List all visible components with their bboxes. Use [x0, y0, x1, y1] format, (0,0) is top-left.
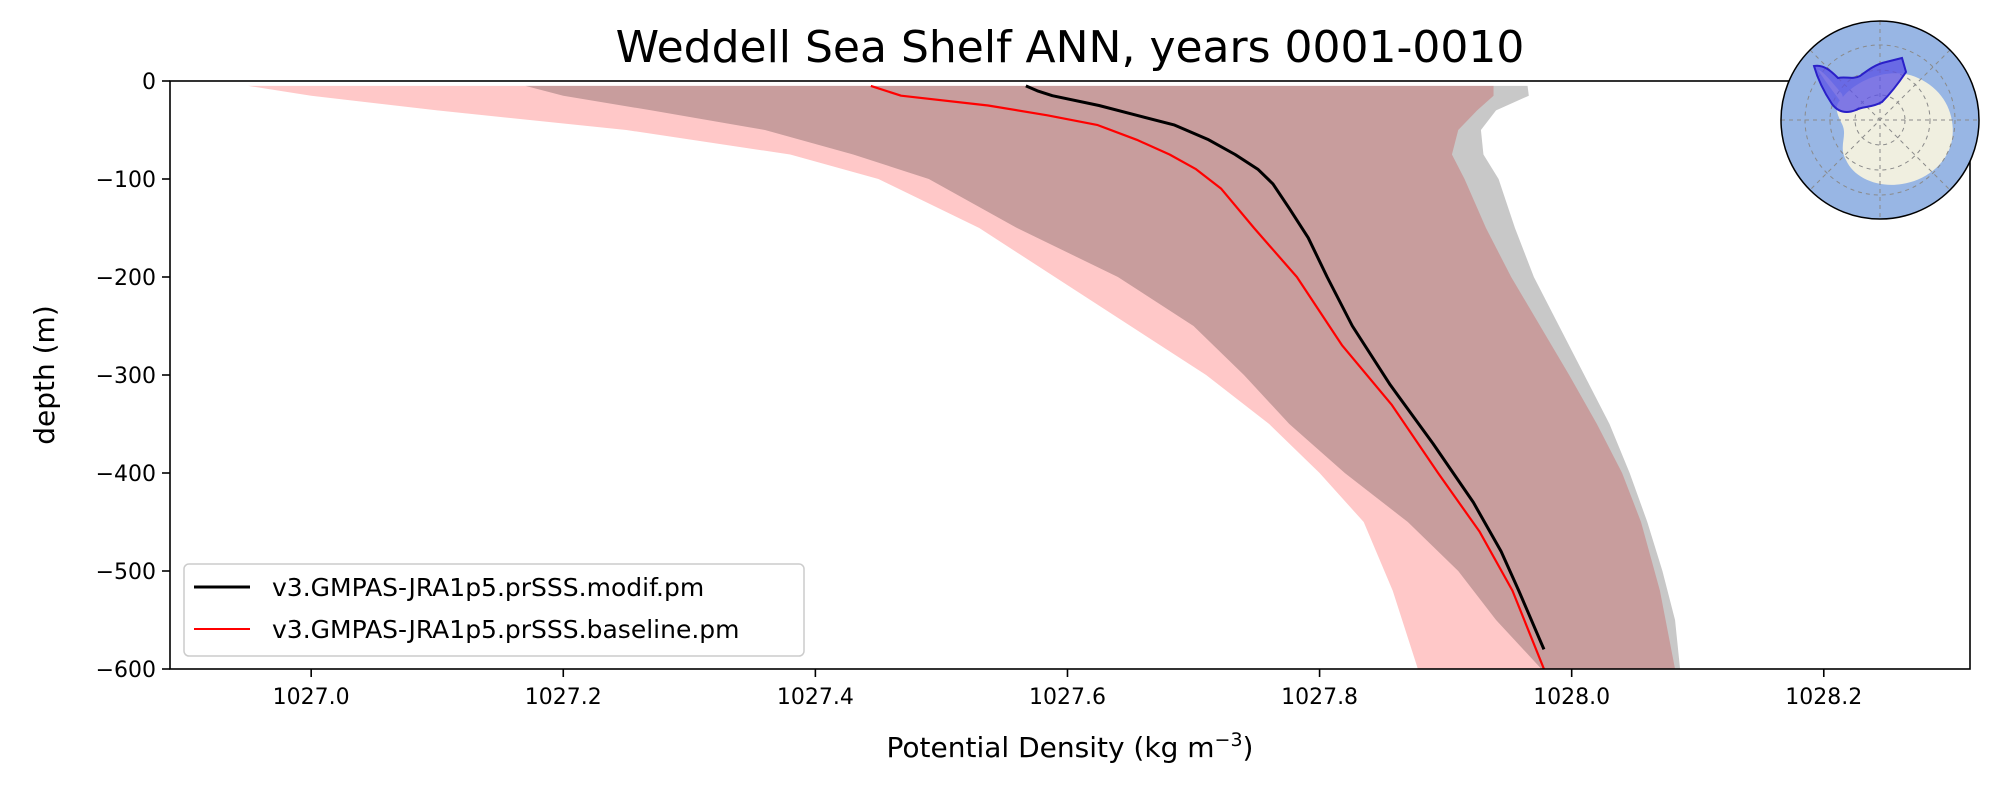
y-tick-label: −600: [96, 658, 156, 683]
x-tick-label: 1027.6: [1029, 685, 1106, 710]
bands-layer: [248, 85, 1681, 669]
chart-title: Weddell Sea Shelf ANN, years 0001-0010: [616, 22, 1525, 73]
x-axis-label-close: ): [1243, 731, 1254, 764]
y-tick-label: −300: [96, 364, 156, 389]
x-tick-label: 1027.8: [1281, 685, 1358, 710]
y-axis-label: depth (m): [28, 305, 61, 445]
x-axis-label-main: Potential Density (kg m: [887, 731, 1215, 764]
y-tick-label: −400: [96, 462, 156, 487]
region-map-inset: [1780, 20, 1980, 220]
series-line-baseline: [870, 84, 1545, 670]
y-tick-label: −500: [96, 560, 156, 585]
y-tick-label: −100: [96, 168, 156, 193]
x-tick-label: 1027.0: [273, 685, 350, 710]
legend-box: [183, 563, 805, 657]
x-axis-label: Potential Density (kg m−3): [887, 729, 1254, 764]
x-tick-label: 1027.4: [777, 685, 854, 710]
x-tick-label: 1028.0: [1533, 685, 1610, 710]
x-tick-label: 1028.2: [1785, 685, 1862, 710]
x-tick-label: 1027.2: [525, 685, 602, 710]
lines-layer: [870, 84, 1546, 670]
y-tick-label: −200: [96, 266, 156, 291]
ticks-layer: 1027.0 1027.2 1027.4 1027.6 1027.8 1028.0 1028…: [96, 70, 1863, 710]
x-axis-label-exponent: −3: [1215, 729, 1243, 751]
y-tick-label: 0: [142, 70, 156, 95]
band-modif-range: [525, 85, 1681, 669]
series-line-modif: [1025, 84, 1546, 650]
legend-label-baseline: v3.GMPAS-JRA1p5.prSSS.baseline.pm: [272, 615, 740, 644]
map-border: [1780, 20, 1980, 220]
map-weddell-shelf-region: [1812, 56, 1908, 113]
legend-label-modif: v3.GMPAS-JRA1p5.prSSS.modif.pm: [272, 573, 704, 602]
legend: v3.GMPAS-JRA1p5.prSSS.modif.pm v3.GMPAS-…: [183, 563, 805, 657]
